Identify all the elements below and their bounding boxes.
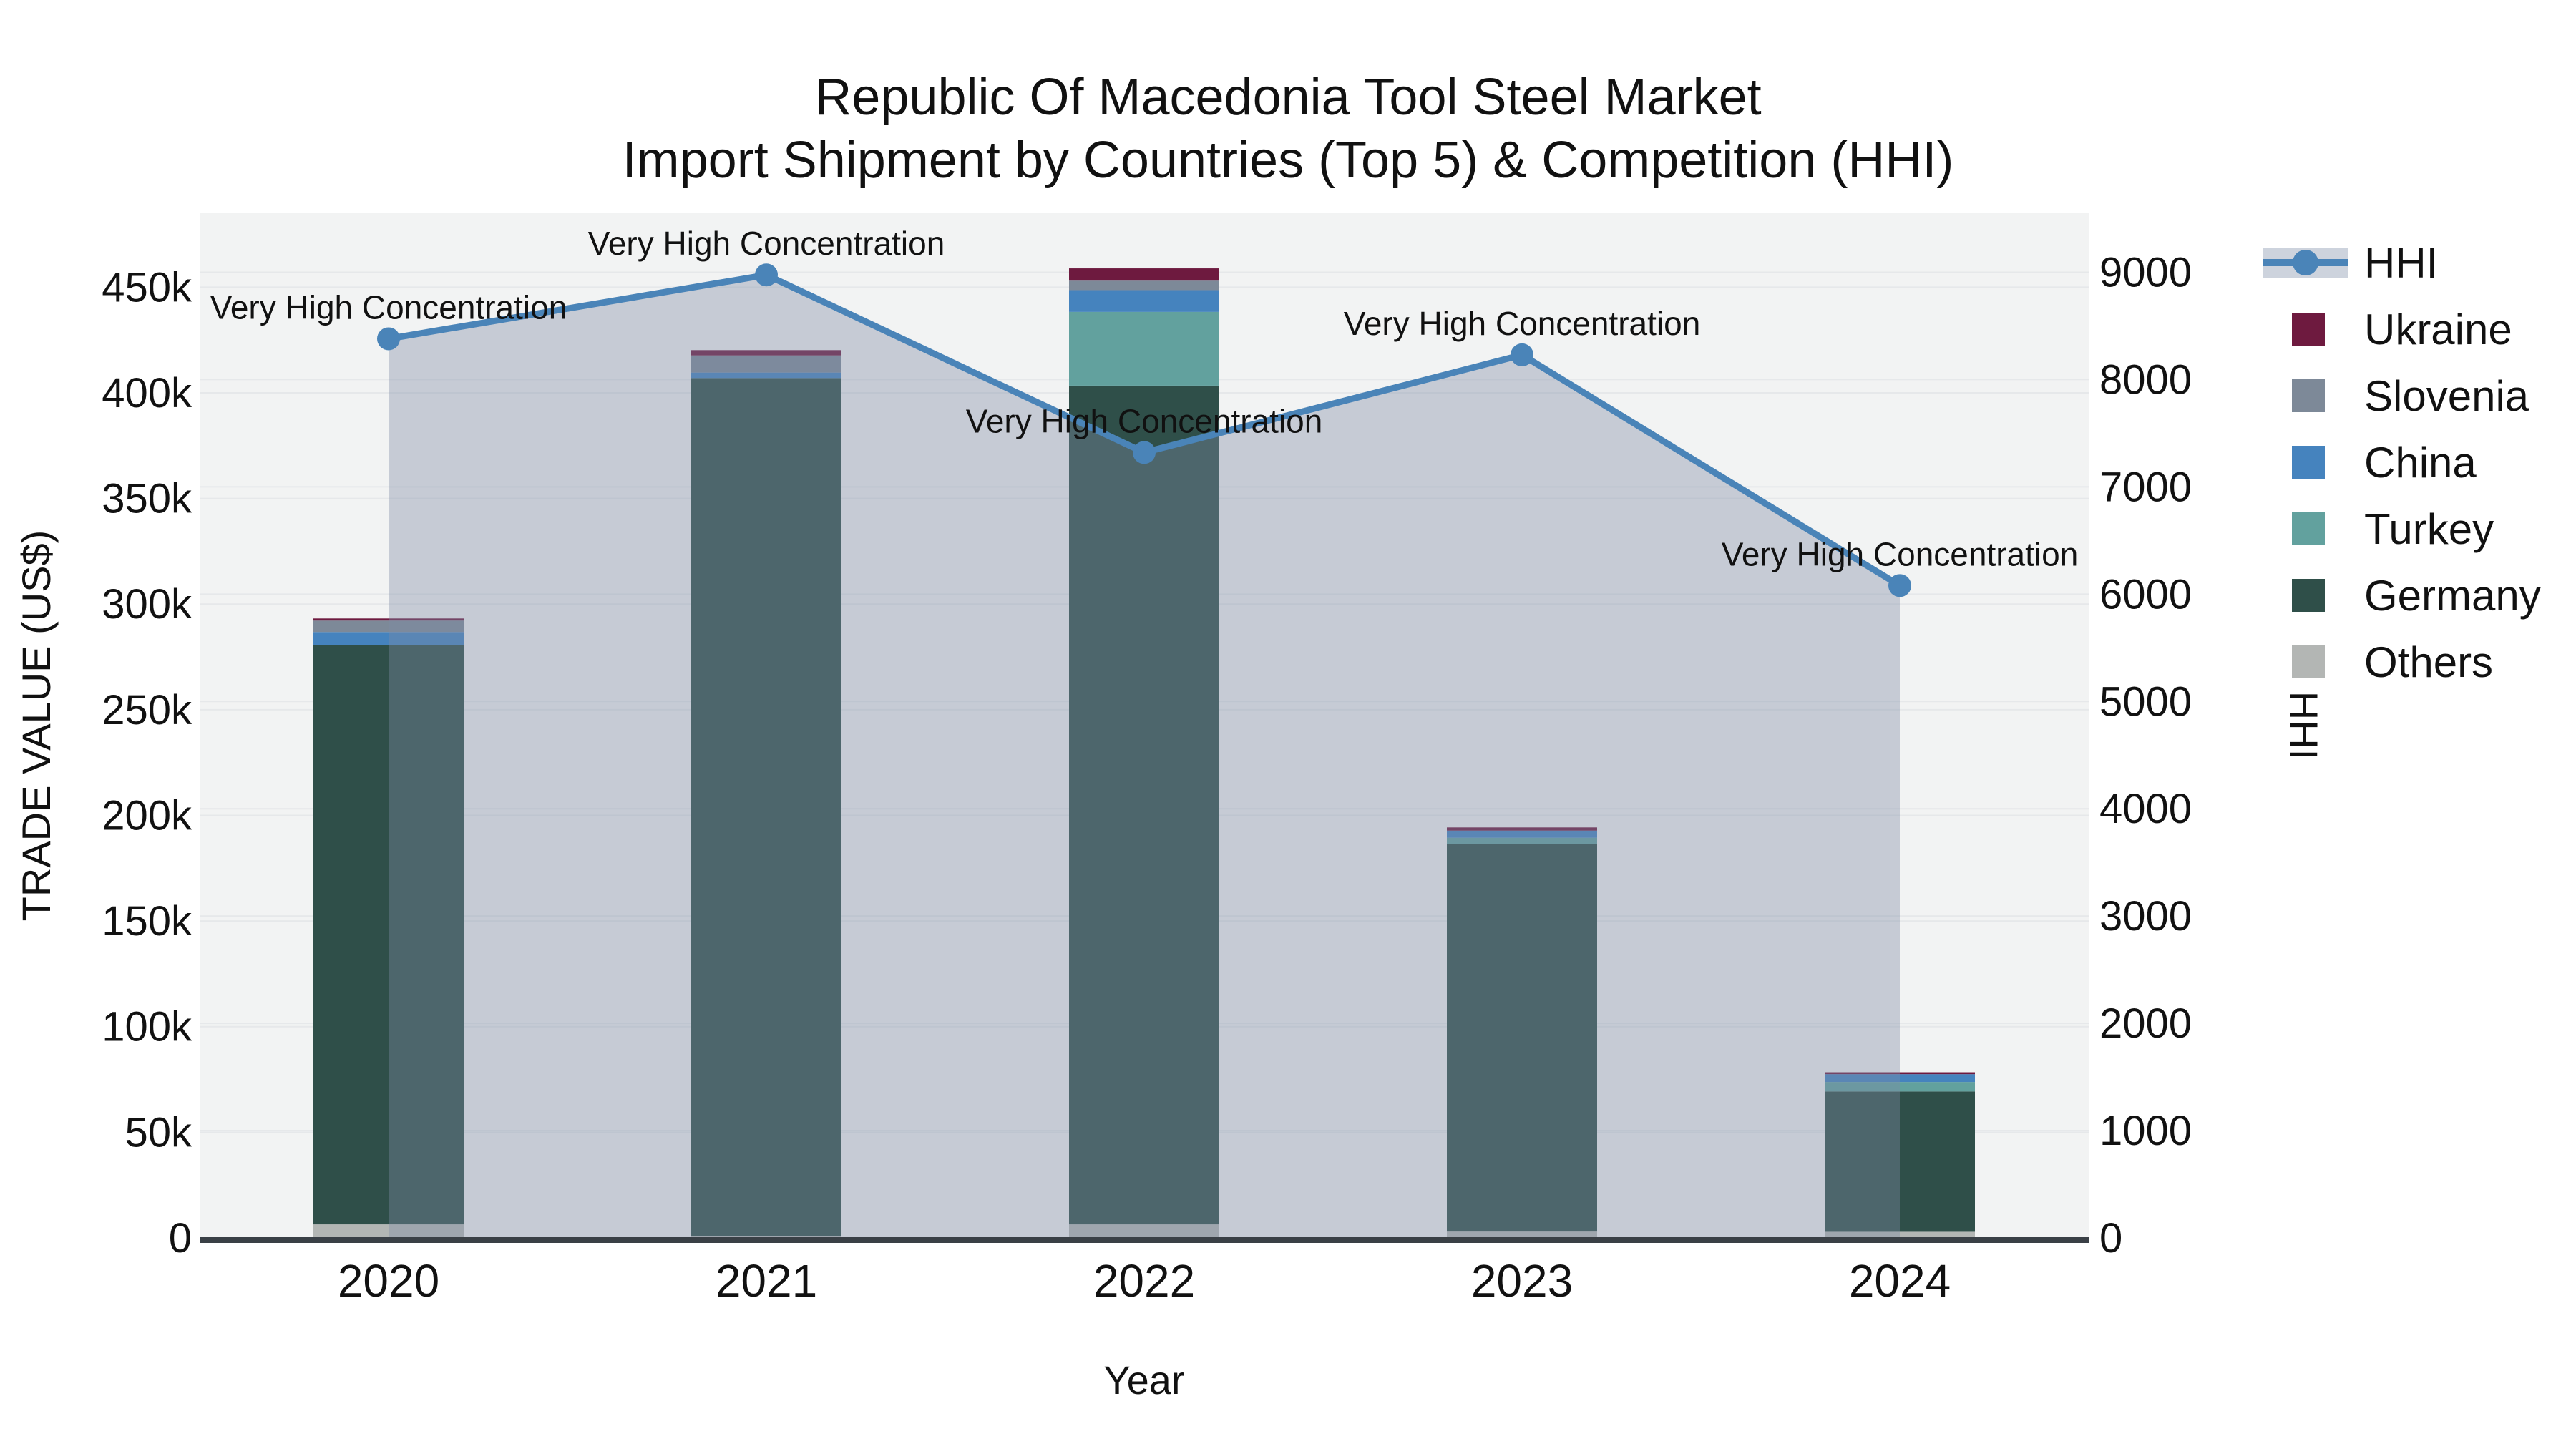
legend-item-others[interactable]: Others — [2292, 638, 2493, 686]
left-tick-label: 200k — [102, 792, 192, 839]
x-tick-label-2022: 2022 — [1093, 1255, 1195, 1307]
legend-item-slovenia[interactable]: Slovenia — [2292, 372, 2529, 420]
right-tick-label: 2000 — [2099, 1000, 2192, 1047]
bar-segment-turkey-2023 — [1447, 837, 1597, 844]
legend-label-others: Others — [2364, 638, 2493, 686]
bar-segment-others-2023 — [1447, 1231, 1597, 1238]
right-tick-label: 7000 — [2099, 464, 2192, 510]
hhi-marker-2020 — [377, 327, 400, 351]
bar-segment-ukraine-2024 — [1825, 1072, 1975, 1075]
legend-label-china: China — [2364, 439, 2477, 487]
legend-item-ukraine[interactable]: Ukraine — [2292, 306, 2512, 353]
legend-hhi-marker — [2293, 250, 2318, 275]
bar-segment-others-2024 — [1825, 1231, 1975, 1238]
bar-segment-others-2020 — [313, 1224, 464, 1238]
bar-segment-china-2021 — [691, 372, 841, 379]
chart-title-line1: Republic Of Macedonia Tool Steel Market — [814, 69, 1761, 126]
left-tick-label: 300k — [102, 581, 192, 628]
legend-item-germany[interactable]: Germany — [2292, 572, 2541, 620]
bar-segment-others-2022 — [1069, 1224, 1219, 1238]
right-tick-label: 1000 — [2099, 1108, 2192, 1154]
bar-segment-slovenia-2021 — [691, 355, 841, 373]
hhi-area-fill — [389, 275, 1900, 1238]
bar-segment-ukraine-2023 — [1447, 827, 1597, 831]
right-tick-label: 3000 — [2099, 893, 2192, 940]
left-tick-label: 350k — [102, 476, 192, 522]
bar-segment-china-2022 — [1069, 290, 1219, 312]
legend-swatch-others — [2292, 645, 2325, 678]
right-tick-label: 8000 — [2099, 356, 2192, 403]
bar-segment-china-2023 — [1447, 830, 1597, 838]
legend-item-hhi[interactable]: HHI — [2263, 239, 2438, 287]
legend-swatch-china — [2292, 446, 2325, 479]
legend-label-germany: Germany — [2364, 572, 2541, 620]
right-axis-title: HHI — [2281, 691, 2326, 760]
hhi-marker-2023 — [1511, 343, 1533, 366]
bar-segment-germany-2022 — [1069, 385, 1219, 1225]
legend-label-slovenia: Slovenia — [2364, 372, 2529, 420]
bar-segment-germany-2023 — [1447, 844, 1597, 1232]
axes-layer: 0 50k 100k 150k 200k 250k 300k 350k 400k 450k 0 100… — [102, 249, 2192, 1307]
legend-item-china[interactable]: China — [2292, 439, 2477, 487]
bar-segment-germany-2024 — [1825, 1091, 1975, 1232]
right-tick-label: 5000 — [2099, 678, 2192, 725]
legend-item-turkey[interactable]: Turkey — [2292, 505, 2494, 553]
bar-segment-ukraine-2020 — [313, 618, 464, 621]
chart-title-line2: Import Shipment by Countries (Top 5) & C… — [623, 132, 1954, 189]
legend-label-hhi: HHI — [2364, 239, 2438, 287]
right-tick-label: 0 — [2099, 1215, 2122, 1262]
bar-segment-ukraine-2021 — [691, 350, 841, 356]
bar-segment-china-2024 — [1825, 1074, 1975, 1083]
bar-segment-ukraine-2022 — [1069, 268, 1219, 281]
left-tick-label: 50k — [125, 1109, 192, 1156]
x-tick-label-2023: 2023 — [1471, 1255, 1573, 1307]
legend-swatch-ukraine — [2292, 313, 2325, 346]
left-tick-label: 0 — [169, 1215, 192, 1262]
bar-segment-slovenia-2020 — [313, 620, 464, 633]
right-tick-label: 9000 — [2099, 249, 2192, 296]
left-tick-label: 400k — [102, 370, 192, 416]
bar-segment-turkey-2022 — [1069, 311, 1219, 386]
legend-layer: HHI Ukraine Slovenia China Turkey Germany Othe… — [2263, 239, 2541, 686]
bar-segment-germany-2021 — [691, 378, 841, 1236]
annotation-2022: Very High Concentration — [966, 402, 1323, 439]
left-tick-label: 150k — [102, 898, 192, 945]
annotation-2021: Very High Concentration — [588, 225, 945, 262]
x-tick-label-2024: 2024 — [1849, 1255, 1951, 1307]
x-axis-title: Year — [1103, 1357, 1184, 1402]
hhi-marker-2021 — [755, 263, 778, 287]
legend-label-ukraine: Ukraine — [2364, 306, 2512, 353]
bar-segment-turkey-2024 — [1825, 1082, 1975, 1092]
hhi-line-layer — [377, 263, 1911, 597]
annotations-layer: Very High Concentration Very High Concent… — [210, 225, 2079, 572]
x-tick-label-2021: 2021 — [716, 1255, 817, 1307]
left-tick-label: 250k — [102, 687, 192, 733]
bars-layer — [313, 268, 1975, 1238]
bar-segment-germany-2020 — [313, 645, 464, 1225]
legend-label-turkey: Turkey — [2364, 505, 2494, 553]
hhi-marker-2024 — [1888, 574, 1911, 597]
annotation-2023: Very High Concentration — [1344, 305, 1701, 342]
bar-segment-others-2021 — [691, 1236, 841, 1238]
hhi-marker-2022 — [1133, 441, 1156, 464]
right-tick-label: 6000 — [2099, 571, 2192, 618]
bar-segment-china-2020 — [313, 632, 464, 645]
annotation-2024: Very High Concentration — [1722, 535, 2079, 572]
annotation-2020: Very High Concentration — [210, 288, 567, 326]
left-tick-label: 100k — [102, 1004, 192, 1050]
right-tick-label: 4000 — [2099, 786, 2192, 832]
legend-swatch-slovenia — [2292, 379, 2325, 412]
legend-swatch-germany — [2292, 579, 2325, 612]
x-tick-label-2020: 2020 — [338, 1255, 439, 1307]
hhi-area-fill-layer — [389, 275, 1900, 1238]
y-axis-title: TRADE VALUE (US$) — [14, 530, 59, 922]
bar-segment-slovenia-2022 — [1069, 280, 1219, 291]
legend-swatch-turkey — [2292, 512, 2325, 545]
left-tick-label: 450k — [102, 264, 192, 311]
